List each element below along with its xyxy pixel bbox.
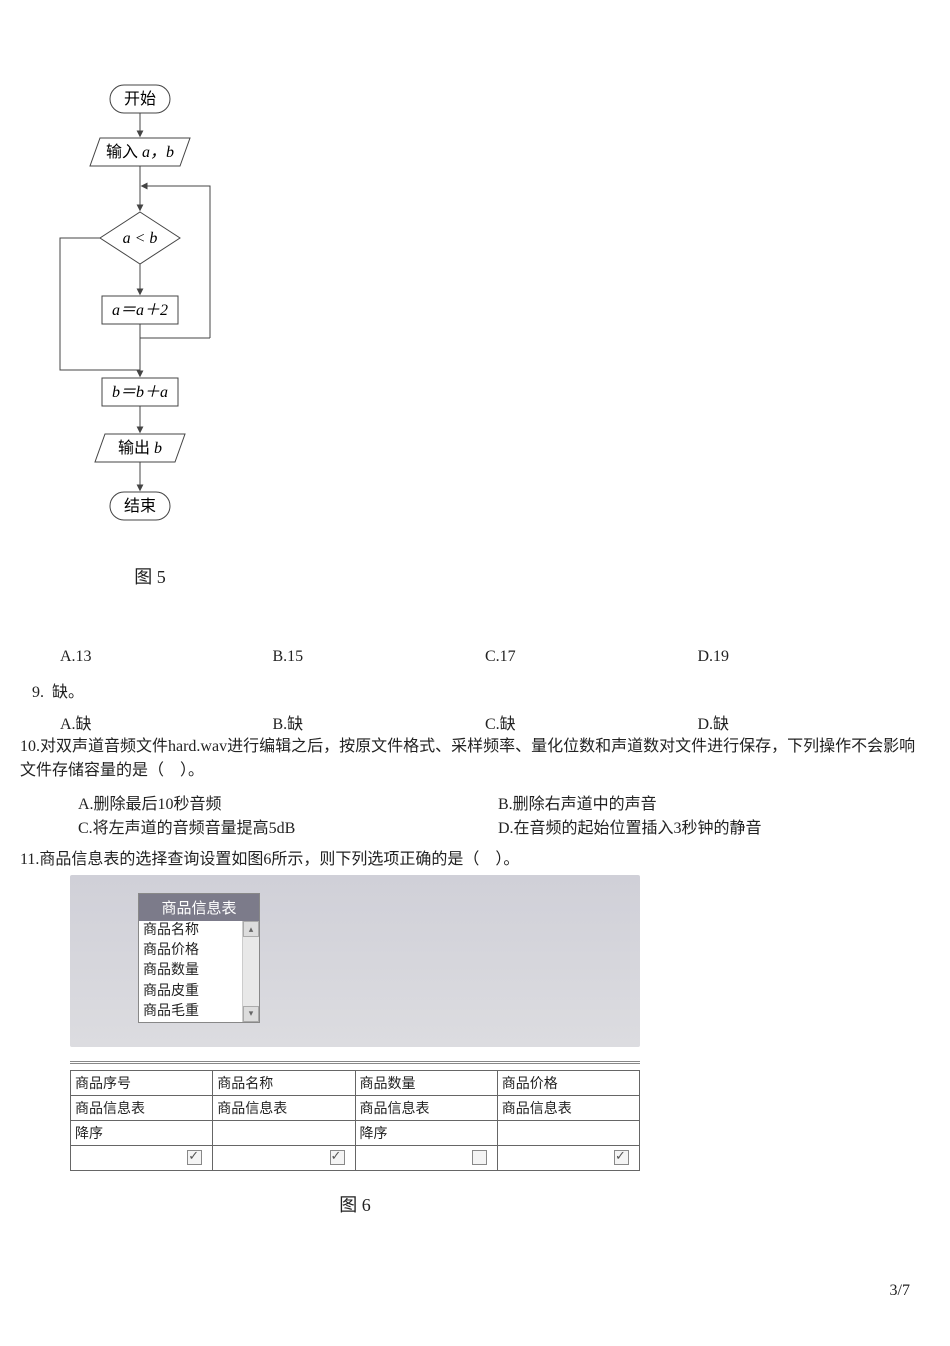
grid-cell[interactable]: 商品序号: [71, 1070, 213, 1095]
q10-option-d: D.在音频的起始位置插入3秒钟的静音: [498, 814, 918, 838]
table-listbox: 商品信息表 商品名称 商品价格 商品数量 商品皮重 商品毛重 ▴ ▾: [138, 893, 260, 1023]
q9-option-d: D.缺: [698, 710, 911, 734]
checkbox-icon[interactable]: [614, 1150, 629, 1165]
query-design-grid: 商品序号 商品名称 商品数量 商品价格 商品信息表 商品信息表 商品信息表 商品…: [70, 1061, 640, 1171]
flowchart-svg: 开始 输入 a，b a < b a＝a＋2: [50, 80, 250, 550]
question-11: 11.商品信息表的选择查询设置如图6所示，则下列选项正确的是（ ）。: [20, 845, 920, 869]
grid-row-sort: 降序 降序: [71, 1120, 640, 1145]
q11-stem: 商品信息表的选择查询设置如图6所示，则下列选项正确的是（ ）。: [39, 851, 519, 868]
grid-show-cell[interactable]: [213, 1145, 355, 1170]
q8-option-d: D.19: [698, 648, 911, 666]
grid-show-cell[interactable]: [71, 1145, 213, 1170]
grid-show-cell[interactable]: [355, 1145, 497, 1170]
flowchart-input-vars: a，b: [142, 144, 174, 161]
q9-option-a: A.缺: [60, 710, 273, 734]
listbox-item[interactable]: 商品名称: [139, 921, 242, 941]
q8-option-a: A.13: [60, 648, 273, 666]
figure-6-caption: 图 6: [70, 1191, 640, 1217]
flowchart-input-pre: 输入: [106, 143, 142, 161]
grid-cell[interactable]: 降序: [355, 1120, 497, 1145]
listbox-scrollbar[interactable]: ▴ ▾: [242, 921, 259, 1022]
checkbox-icon[interactable]: [472, 1150, 487, 1165]
checkbox-icon[interactable]: [187, 1150, 202, 1165]
grid-cell[interactable]: 商品名称: [213, 1070, 355, 1095]
q8-option-b: B.15: [273, 648, 486, 666]
svg-text:输出 b: 输出 b: [118, 439, 162, 457]
page-number: 3/7: [890, 1282, 910, 1300]
flowchart-start-label: 开始: [124, 90, 156, 108]
q8-option-c: C.17: [485, 648, 698, 666]
question-8-options: A.13 B.15 C.17 D.19 9. 缺。 A.缺 B.缺 C.缺 D.…: [60, 640, 910, 742]
listbox-item[interactable]: 商品毛重: [139, 1002, 242, 1022]
q10-number: 10.: [20, 738, 40, 755]
q9-option-c: C.缺: [485, 710, 698, 734]
grid-cell[interactable]: 商品价格: [497, 1070, 639, 1095]
grid-cell[interactable]: [497, 1120, 639, 1145]
grid-row-field: 商品序号 商品名称 商品数量 商品价格: [71, 1070, 640, 1095]
q9-stem: 缺。: [52, 684, 84, 701]
grid-show-cell[interactable]: [497, 1145, 639, 1170]
grid-cell[interactable]: 商品数量: [355, 1070, 497, 1095]
flowchart-end-label: 结束: [124, 497, 156, 515]
flowchart-proc2-expr: b＝b＋a: [112, 384, 168, 401]
scroll-down-icon[interactable]: ▾: [243, 1006, 259, 1022]
listbox-item[interactable]: 商品皮重: [139, 982, 242, 1002]
grid-cell[interactable]: 降序: [71, 1120, 213, 1145]
flowchart-decision-expr: a < b: [123, 230, 158, 247]
listbox-item[interactable]: 商品数量: [139, 961, 242, 981]
flowchart-output-vars: b: [154, 440, 162, 457]
grid-cell[interactable]: 商品信息表: [355, 1095, 497, 1120]
grid-cell[interactable]: [213, 1120, 355, 1145]
flowchart-figure-5: 开始 输入 a，b a < b a＝a＋2: [50, 80, 250, 589]
grid-row-table: 商品信息表 商品信息表 商品信息表 商品信息表: [71, 1095, 640, 1120]
question-10: 10.对双声道音频文件hard.wav进行编辑之后，按原文件格式、采样频率、量化…: [20, 732, 920, 838]
q10-option-a: A.删除最后10秒音频: [78, 790, 498, 814]
q9-option-b: B.缺: [273, 710, 486, 734]
q10-stem: 对双声道音频文件hard.wav进行编辑之后，按原文件格式、采样频率、量化位数和…: [20, 738, 915, 779]
listbox-item[interactable]: 商品价格: [139, 941, 242, 961]
flowchart-proc1-expr: a＝a＋2: [112, 302, 168, 319]
q11-number: 11.: [20, 851, 39, 868]
grid-row-show: [71, 1145, 640, 1170]
q10-option-b: B.删除右声道中的声音: [498, 790, 918, 814]
figure-6: 商品信息表 商品名称 商品价格 商品数量 商品皮重 商品毛重 ▴ ▾: [70, 875, 640, 1217]
query-design-upper-pane: 商品信息表 商品名称 商品价格 商品数量 商品皮重 商品毛重 ▴ ▾: [70, 875, 640, 1047]
scroll-up-icon[interactable]: ▴: [243, 921, 259, 937]
checkbox-icon[interactable]: [330, 1150, 345, 1165]
figure-5-caption: 图 5: [50, 563, 250, 589]
question-9: 9. 缺。: [60, 678, 910, 702]
grid-cell[interactable]: 商品信息表: [213, 1095, 355, 1120]
q10-option-c: C.将左声道的音频音量提高5dB: [78, 814, 498, 838]
q9-number: 9.: [32, 684, 44, 702]
listbox-title: 商品信息表: [139, 894, 259, 921]
grid-cell[interactable]: 商品信息表: [71, 1095, 213, 1120]
grid-cell[interactable]: 商品信息表: [497, 1095, 639, 1120]
svg-text:输入 a，b: 输入 a，b: [106, 143, 174, 161]
flowchart-output-pre: 输出: [118, 439, 154, 457]
